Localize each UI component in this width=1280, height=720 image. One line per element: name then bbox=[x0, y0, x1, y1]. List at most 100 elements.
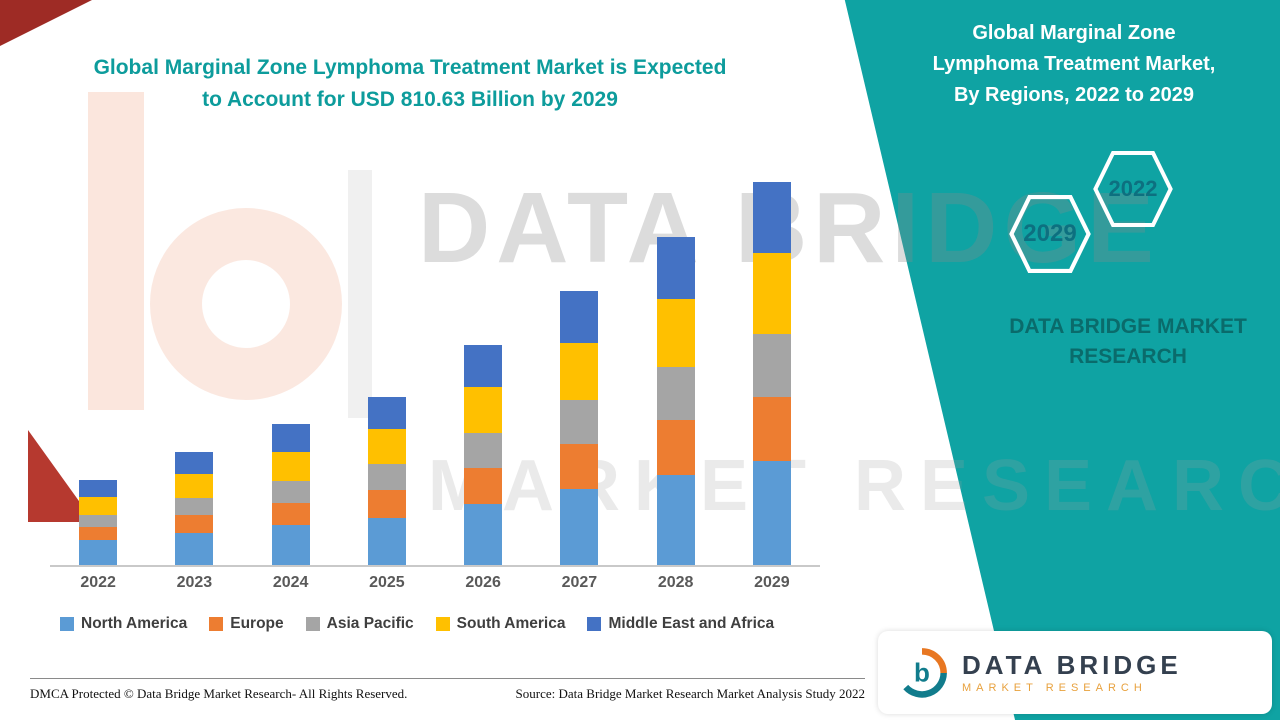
logo-sub: MARKET RESEARCH bbox=[962, 682, 1147, 695]
stacked-bar-2027 bbox=[560, 290, 599, 565]
legend-label-europe: Europe bbox=[230, 615, 284, 632]
footer: DMCA Protected © Data Bridge Market Rese… bbox=[30, 678, 865, 702]
legend-swatch-europe bbox=[209, 617, 224, 631]
bar-segment-asia-pacific bbox=[656, 366, 695, 421]
bar-segment-middle-east-and-africa bbox=[79, 479, 118, 497]
bar-segment-north-america bbox=[464, 503, 503, 565]
bar-segment-europe bbox=[656, 420, 695, 476]
bar-segment-north-america bbox=[752, 461, 791, 565]
stacked-bar-2026 bbox=[464, 344, 503, 565]
bar-column-2028 bbox=[628, 182, 724, 565]
logo-card: b DATA BRIDGE MARKET RESEARCH bbox=[878, 631, 1272, 714]
legend-label-north-america: North America bbox=[81, 615, 188, 632]
bar-segment-europe bbox=[79, 527, 118, 541]
hexagon-2029: 2029 bbox=[998, 193, 1102, 275]
stacked-bar-2029 bbox=[752, 182, 791, 565]
bar-segment-middle-east-and-africa bbox=[175, 451, 214, 475]
legend-item-asia-pacific: Asia Pacific bbox=[305, 615, 414, 633]
bar-segment-europe bbox=[752, 396, 791, 462]
bar-segment-south-america bbox=[752, 253, 791, 334]
x-axis-label-2025: 2025 bbox=[369, 574, 405, 591]
legend-label-middle-east-and-africa: Middle East and Africa bbox=[608, 615, 775, 632]
bar-column-2025 bbox=[339, 182, 435, 565]
x-axis-label-2026: 2026 bbox=[465, 574, 501, 591]
legend-item-south-america: South America bbox=[435, 615, 566, 633]
x-axis-label-2022: 2022 bbox=[80, 574, 116, 591]
bar-segment-south-america bbox=[175, 474, 214, 498]
bar-column-2023 bbox=[146, 182, 242, 565]
bar-segment-north-america bbox=[271, 525, 310, 565]
bar-segment-middle-east-and-africa bbox=[656, 237, 695, 299]
watermark-gray-bar bbox=[348, 170, 372, 418]
bar-segment-asia-pacific bbox=[464, 432, 503, 468]
stacked-bar-2022 bbox=[79, 479, 118, 565]
legend-swatch-north-america bbox=[60, 617, 74, 631]
bar-segment-asia-pacific bbox=[752, 333, 791, 397]
bar-segment-europe bbox=[175, 514, 214, 533]
legend-swatch-south-america bbox=[435, 617, 450, 631]
bar-segment-middle-east-and-africa bbox=[464, 344, 503, 388]
logo-text: DATA BRIDGE MARKET RESEARCH bbox=[962, 651, 1182, 695]
bar-segment-south-america bbox=[367, 428, 406, 464]
legend-swatch-middle-east-and-africa bbox=[587, 617, 602, 631]
stacked-bar-2025 bbox=[367, 396, 406, 565]
bar-segment-asia-pacific bbox=[367, 463, 406, 491]
bar-column-2026 bbox=[435, 182, 531, 565]
data-bridge-logo-icon: b bbox=[903, 647, 947, 698]
bar-segment-north-america bbox=[656, 475, 695, 565]
hexagon-2022: 2022 bbox=[1092, 149, 1174, 229]
side-panel-title: Global Marginal Zone Lymphoma Treatment … bbox=[932, 22, 1216, 106]
bar-segment-middle-east-and-africa bbox=[752, 182, 791, 254]
bar-segment-europe bbox=[367, 490, 406, 518]
x-axis-label-2023: 2023 bbox=[176, 574, 213, 591]
bar-column-2027 bbox=[531, 182, 627, 565]
bar-segment-middle-east-and-africa bbox=[271, 424, 310, 452]
bar-segment-asia-pacific bbox=[79, 514, 118, 528]
hexagon-outline-icon bbox=[1009, 195, 1091, 273]
bar-column-2022 bbox=[50, 182, 146, 565]
bar-segment-south-america bbox=[560, 342, 599, 400]
bar-segment-europe bbox=[464, 467, 503, 504]
x-axis-labels: 2022 2023 2024 2025 2026 2027 2028 2029 bbox=[50, 574, 820, 592]
x-axis-label-2029: 2029 bbox=[754, 574, 790, 591]
bar-segment-north-america bbox=[79, 540, 118, 565]
legend-swatch-asia-pacific bbox=[305, 617, 320, 631]
bar-segment-asia-pacific bbox=[560, 399, 599, 445]
plot-area bbox=[50, 182, 820, 567]
bar-segment-europe bbox=[560, 444, 599, 490]
bar-column-2029 bbox=[724, 182, 820, 565]
bar-segment-middle-east-and-africa bbox=[367, 396, 406, 429]
legend-label-south-america: South America bbox=[456, 615, 566, 632]
side-panel-brand-caption: DATA BRIDGE MARKET RESEARCH bbox=[1009, 315, 1247, 369]
page-title: Global Marginal Zone Lymphoma Treatment … bbox=[93, 56, 727, 111]
svg-text:b: b bbox=[914, 657, 930, 687]
watermark-logo-stem bbox=[88, 92, 144, 410]
x-axis-label-2024: 2024 bbox=[272, 574, 309, 591]
bar-segment-europe bbox=[271, 502, 310, 526]
legend-label-asia-pacific: Asia Pacific bbox=[326, 615, 414, 632]
bar-segment-north-america bbox=[560, 489, 599, 565]
source-note: Source: Data Bridge Market Research Mark… bbox=[515, 686, 865, 701]
bar-segment-south-america bbox=[79, 496, 118, 515]
legend-item-europe: Europe bbox=[209, 615, 284, 633]
dmca-notice: DMCA Protected © Data Bridge Market Rese… bbox=[30, 686, 408, 701]
stacked-bar-2028 bbox=[656, 237, 695, 565]
bar-segment-middle-east-and-africa bbox=[560, 290, 599, 343]
hexagon-outline-icon bbox=[1093, 151, 1173, 227]
bar-segment-south-america bbox=[464, 387, 503, 433]
bar-segment-north-america bbox=[175, 532, 214, 565]
stacked-bar-2024 bbox=[271, 424, 310, 565]
x-axis-label-2028: 2028 bbox=[657, 574, 694, 591]
bar-segment-south-america bbox=[656, 298, 695, 367]
bar-segment-south-america bbox=[271, 451, 310, 481]
chart-legend: North America Europe Asia Pacific South Ame… bbox=[60, 615, 850, 633]
legend-item-middle-east-and-africa: Middle East and Africa bbox=[587, 615, 774, 633]
bar-segment-asia-pacific bbox=[175, 497, 214, 515]
bar-segment-asia-pacific bbox=[271, 480, 310, 503]
x-axis-label-2027: 2027 bbox=[561, 574, 598, 591]
bar-column-2024 bbox=[243, 182, 339, 565]
hexagon-year-label: 2029 bbox=[1023, 220, 1077, 247]
bar-segment-north-america bbox=[367, 517, 406, 565]
legend-item-north-america: North America bbox=[60, 615, 187, 633]
